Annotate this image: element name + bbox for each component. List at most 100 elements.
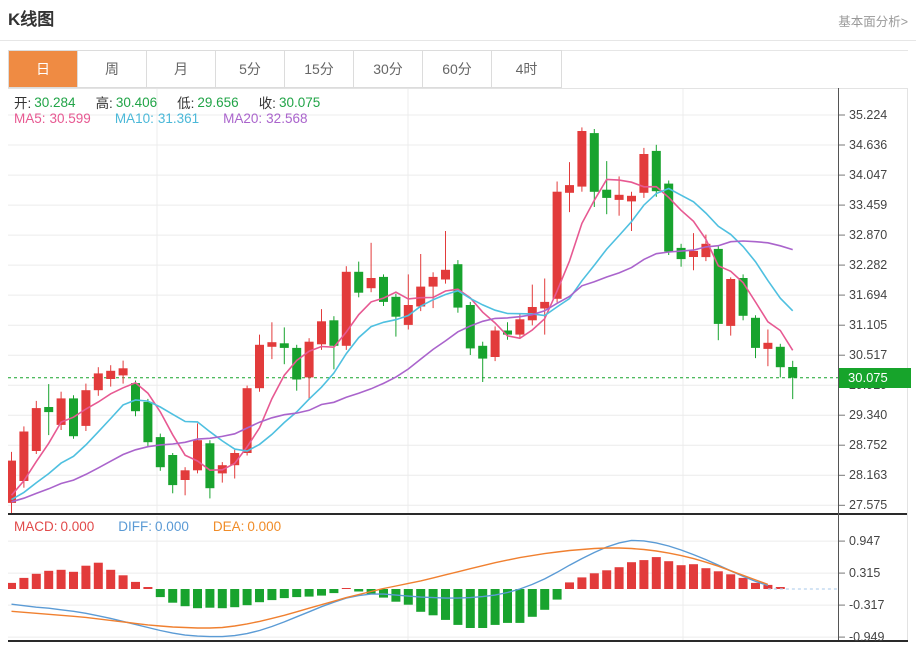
macd-bar xyxy=(292,589,302,598)
price-axis-label: 28.752 xyxy=(849,438,888,453)
candle xyxy=(788,360,798,400)
price-axis-label: 29.340 xyxy=(849,408,888,423)
fundamental-analysis-link[interactable]: 基本面分析> xyxy=(838,15,908,29)
price-axis-label: 31.105 xyxy=(849,318,888,333)
ma-row: MA5: 30.599 MA10: 31.361 MA20: 32.568 xyxy=(14,111,331,126)
candle xyxy=(503,322,512,340)
candle xyxy=(614,176,624,216)
candle xyxy=(403,274,413,330)
tab-week[interactable]: 周 xyxy=(78,51,147,87)
tab-4hour[interactable]: 4时 xyxy=(492,51,561,87)
candle xyxy=(751,315,760,359)
candle xyxy=(44,384,54,436)
ma10-label: MA10: xyxy=(114,111,154,126)
candle xyxy=(391,293,401,337)
candle xyxy=(279,327,289,365)
grid-layer xyxy=(8,88,838,640)
macd-bar xyxy=(131,581,140,589)
tab-month[interactable]: 月 xyxy=(147,51,216,87)
macd-bar xyxy=(118,575,128,589)
open-label: 开: xyxy=(14,96,32,111)
candle xyxy=(8,451,16,513)
macd-bar xyxy=(106,569,116,589)
ma20-line xyxy=(11,240,793,503)
price-axis-label: 30.517 xyxy=(849,348,888,363)
macd-bar xyxy=(751,582,760,589)
macd-bar xyxy=(713,571,723,589)
macd-bar xyxy=(168,589,178,603)
header-divider xyxy=(0,40,916,41)
candle xyxy=(19,426,29,488)
candle xyxy=(465,301,475,355)
current-price-badge: 30.075 xyxy=(839,368,911,388)
macd-bar xyxy=(329,589,339,594)
macd-bar xyxy=(304,589,314,597)
tab-60min[interactable]: 60分 xyxy=(423,51,492,87)
tab-5min[interactable]: 5分 xyxy=(216,51,285,87)
ma5-value: 30.599 xyxy=(49,111,91,126)
ma20-value: 32.568 xyxy=(266,111,308,126)
macd-layer xyxy=(8,539,838,638)
candle xyxy=(763,329,773,367)
candle xyxy=(379,274,388,306)
candle xyxy=(627,191,636,231)
macd-bar xyxy=(441,589,450,620)
dea-label: DEA: xyxy=(212,519,245,534)
macd-bar xyxy=(69,571,78,589)
candle xyxy=(193,423,202,474)
high-value: 30.406 xyxy=(115,94,158,110)
candle xyxy=(651,144,661,197)
macd-bar xyxy=(379,589,388,598)
candle xyxy=(713,245,723,341)
tab-day[interactable]: 日 xyxy=(9,51,78,87)
ma5-label: MA5: xyxy=(14,111,46,126)
candle xyxy=(81,383,91,431)
macd-axis-label: -0.949 xyxy=(849,630,885,645)
macd-bar xyxy=(738,577,748,589)
candles-layer xyxy=(8,127,798,513)
period-tab-bar: 日 周 月 5分 15分 30分 60分 4时 xyxy=(8,50,562,88)
candle xyxy=(639,147,649,198)
macd-bar xyxy=(317,589,326,596)
macd-bar xyxy=(93,562,103,589)
candle xyxy=(738,274,748,321)
ma10-value: 31.361 xyxy=(157,111,200,126)
candle xyxy=(676,243,686,267)
macd-bar xyxy=(763,584,773,589)
macd-bar xyxy=(577,577,587,589)
macd-bar xyxy=(341,588,351,589)
macd-bar xyxy=(478,589,488,628)
macd-bar xyxy=(143,587,153,589)
candle xyxy=(515,313,525,339)
macd-bar xyxy=(627,562,636,589)
macd-bar xyxy=(180,589,190,607)
candle xyxy=(441,231,450,284)
macd-bar xyxy=(354,589,364,592)
candle xyxy=(726,277,736,336)
high-label: 高: xyxy=(95,96,113,111)
macd-bar xyxy=(31,573,41,589)
macd-bar xyxy=(19,577,29,589)
macd-bar xyxy=(279,589,289,599)
macd-bar xyxy=(242,589,252,606)
low-value: 29.656 xyxy=(197,94,239,110)
macd-bar xyxy=(515,589,525,623)
tab-15min[interactable]: 15分 xyxy=(285,51,354,87)
macd-bar xyxy=(267,589,277,601)
macd-label: MACD: xyxy=(14,519,58,534)
candle xyxy=(552,181,562,303)
dea-line xyxy=(11,547,769,629)
macd-bar xyxy=(614,567,624,589)
tab-30min[interactable]: 30分 xyxy=(354,51,423,87)
candle xyxy=(577,127,587,192)
price-axis-label: 32.870 xyxy=(849,228,888,243)
macd-bar xyxy=(230,589,240,608)
diff-line xyxy=(11,539,769,638)
macd-bar xyxy=(255,589,264,603)
ohlc-row: 开: 30.284 高: 30.406 低: 29.656 收: 30.075 xyxy=(14,92,340,112)
candle xyxy=(143,398,153,447)
candle xyxy=(565,162,574,213)
dea-value: 0.000 xyxy=(247,519,282,534)
macd-axis-label: 0.947 xyxy=(849,534,881,549)
